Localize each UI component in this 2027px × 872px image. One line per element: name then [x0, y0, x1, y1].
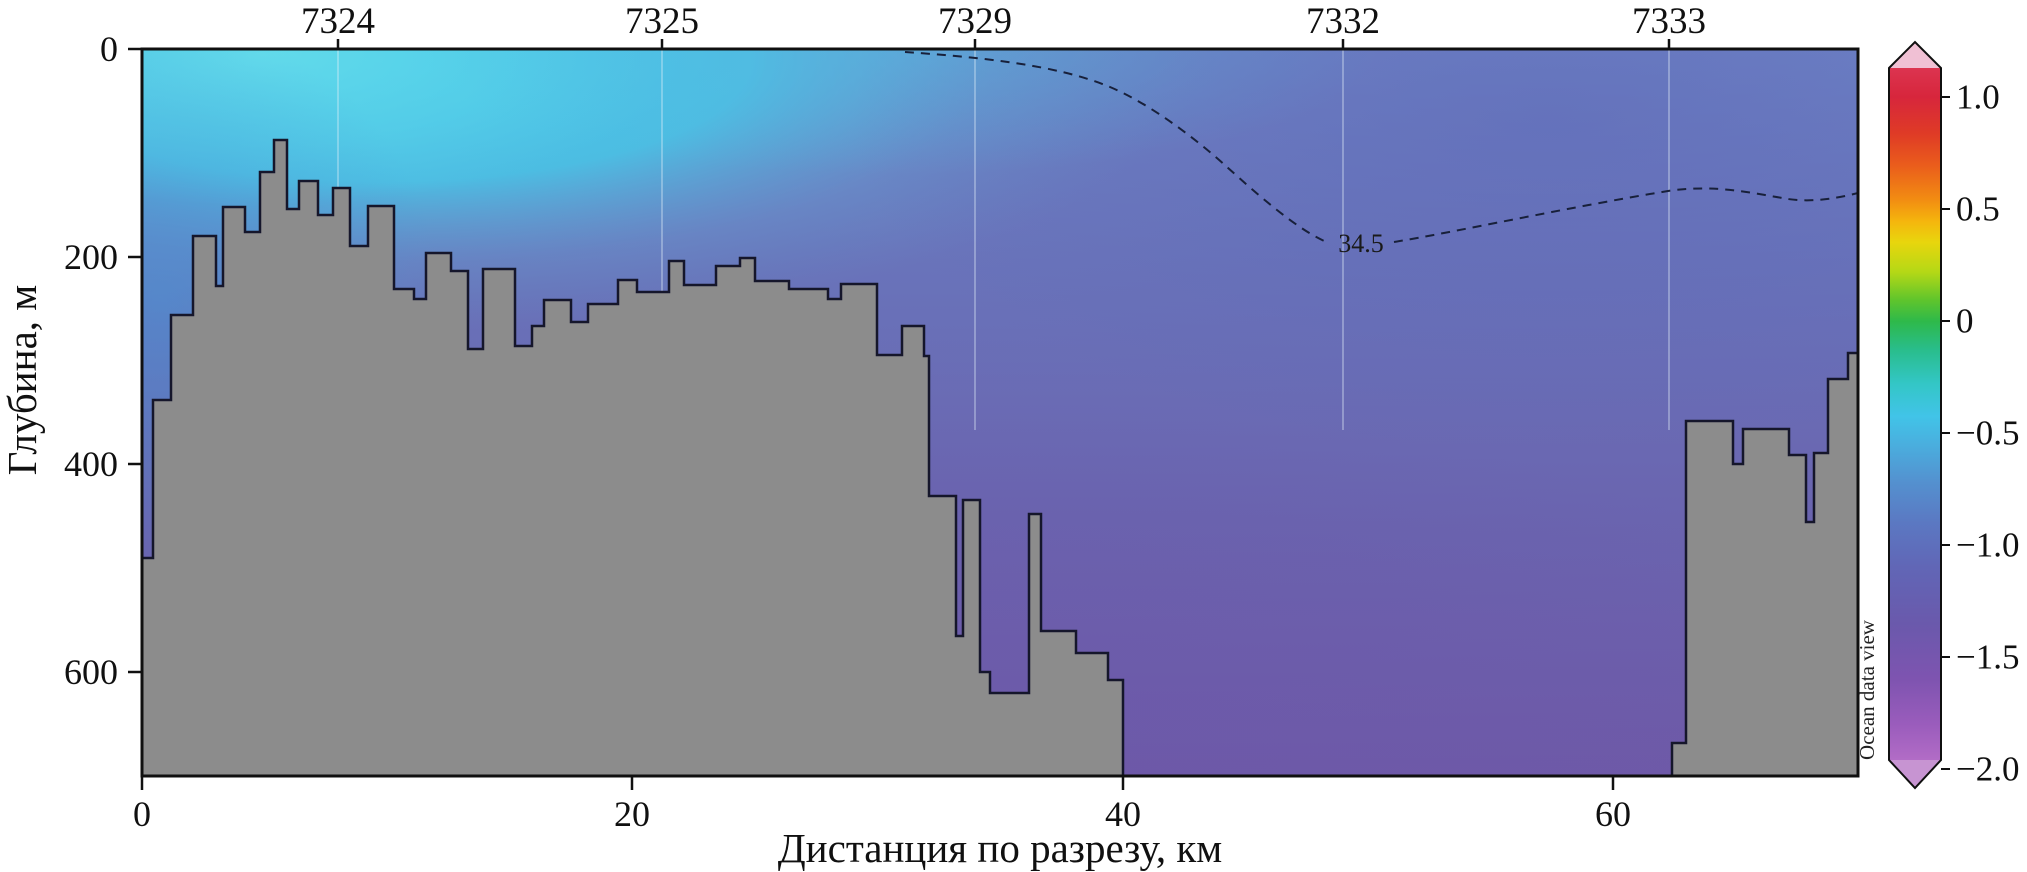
bathymetry — [142, 138, 1858, 776]
axis-ticks — [128, 39, 1671, 790]
cb-label-0-5: 0.5 — [1956, 190, 2000, 229]
x-axis-title: Дистанция по разрезу, км — [778, 825, 1223, 871]
ocean-data-view-watermark: Ocean data view — [1855, 619, 1879, 760]
field-indigo-upper-right — [850, 49, 1858, 450]
colorbar-tick-labels: 1.0 0.5 0 −0.5 −1.0 −1.5 −2.0 — [1956, 78, 2020, 789]
station-label-7324: 7324 — [301, 1, 375, 42]
contour-segment — [1393, 187, 1858, 243]
y-tick-label-400: 400 — [64, 444, 118, 484]
colorbar-gradient — [1889, 68, 1941, 760]
contour-value-label: 34.5 — [1338, 229, 1384, 258]
cb-label-neg-2-0: −2.0 — [1956, 750, 2020, 789]
x-tick-labels: 0 20 40 60 — [133, 794, 1631, 834]
contour-segment — [904, 51, 1330, 244]
x-tick-label-0: 0 — [133, 794, 151, 834]
station-label-7332: 7332 — [1306, 1, 1380, 42]
bathymetry-left-bank — [142, 138, 1125, 776]
contour-line-34-5 — [904, 51, 1858, 244]
bathymetry-right-bank — [1670, 351, 1858, 776]
x-tick-label-60: 60 — [1595, 794, 1631, 834]
y-tick-label-200: 200 — [64, 237, 118, 277]
station-label-7325: 7325 — [625, 1, 699, 42]
plot-border — [140, 47, 1860, 778]
cb-label-neg-1-0: −1.0 — [1956, 526, 2020, 565]
x-tick-label-40: 40 — [1105, 794, 1141, 834]
colorbar-ticks — [1941, 96, 1950, 770]
cb-label-0: 0 — [1956, 302, 1974, 341]
y-axis-title: Глубина, м — [0, 285, 45, 475]
station-labels: 7324 7325 7329 7332 7333 — [301, 1, 1706, 42]
station-label-7329: 7329 — [938, 1, 1012, 42]
colorbar: 1.0 0.5 0 −0.5 −1.0 −1.5 −2.0 Ocean data… — [1855, 40, 2020, 790]
y-tick-labels: 0 200 400 600 — [64, 29, 118, 692]
colorbar-bottom-arrow — [1889, 760, 1941, 788]
y-tick-label-600: 600 — [64, 652, 118, 692]
cb-label-neg-0-5: −0.5 — [1956, 414, 2020, 453]
station-label-7333: 7333 — [1632, 1, 1706, 42]
cb-label-neg-1-5: −1.5 — [1956, 638, 2020, 677]
x-tick-label-20: 20 — [614, 794, 650, 834]
y-tick-label-0: 0 — [100, 29, 118, 69]
colorbar-outline — [1888, 40, 1942, 790]
cb-label-1-0: 1.0 — [1956, 78, 2000, 117]
colorbar-top-arrow — [1889, 42, 1941, 68]
